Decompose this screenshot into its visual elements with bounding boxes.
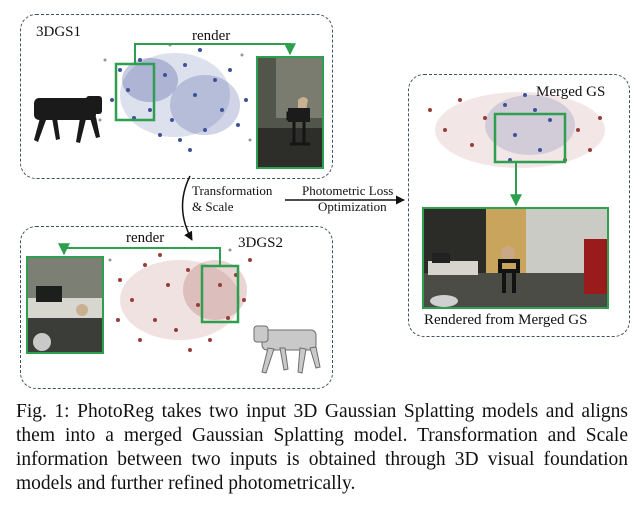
panel-3dgs2 — [20, 226, 333, 389]
transform-label-line1: Transformation — [192, 183, 273, 198]
render-arrow-3dgs2 — [58, 243, 221, 266]
panel-3dgs1-render-label: render — [192, 28, 231, 44]
loss-label-line2: Optimization — [318, 199, 387, 214]
transform-label-line2: & Scale — [192, 199, 234, 214]
highlight-box-merged — [493, 112, 567, 164]
point-cloud-merged — [428, 92, 605, 168]
panel-3dgs2-render-label: render — [126, 230, 165, 246]
panel-merged-title: Merged GS — [536, 84, 606, 100]
panel-merged-gs — [408, 74, 630, 337]
panel-3dgs2-title: 3DGS2 — [238, 235, 284, 251]
render-photo-merged — [422, 207, 609, 309]
point-cloud-3dgs2 — [108, 248, 257, 352]
point-cloud-3dgs1 — [98, 43, 252, 152]
figure-caption: Fig. 1: PhotoReg takes two input 3D Gaus… — [16, 401, 628, 494]
robot-dog-white-icon — [253, 325, 321, 374]
panel-merged-caption: Rendered from Merged GS — [424, 312, 588, 328]
panel-3dgs1 — [20, 14, 333, 179]
transform-arrow — [181, 175, 193, 241]
render-photo-3dgs1 — [256, 56, 324, 169]
render-arrow-3dgs1 — [134, 43, 296, 64]
loss-label-line1: Photometric Loss — [302, 183, 394, 198]
render-photo-3dgs2 — [26, 256, 104, 354]
panel-3dgs1-title: 3DGS1 — [36, 24, 82, 40]
robot-dog-black-icon — [34, 96, 102, 143]
